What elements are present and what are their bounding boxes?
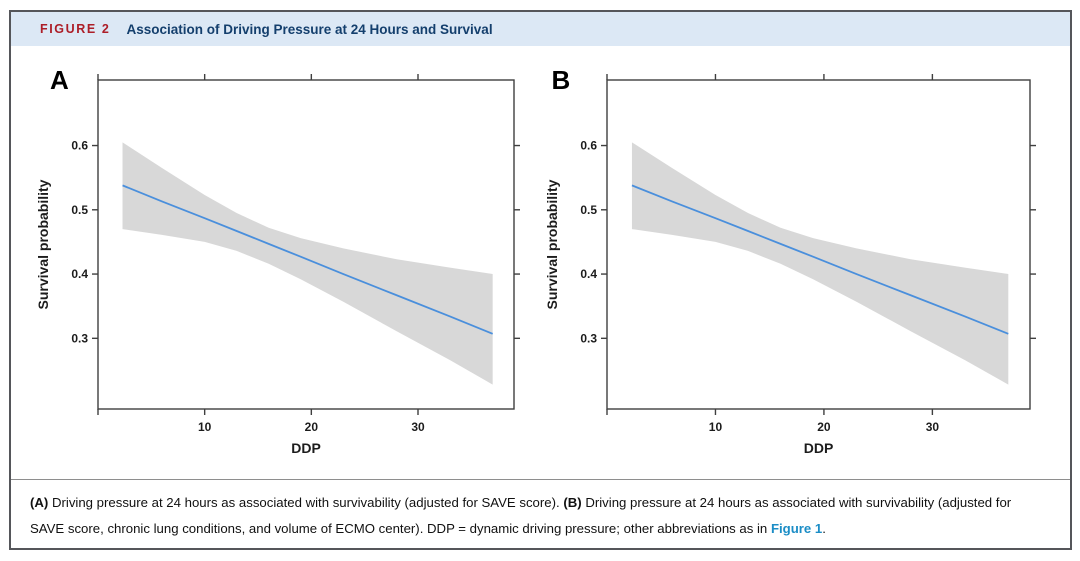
confidence-band: [122, 142, 493, 385]
plot-box: [605, 79, 1031, 410]
y-tick-label: 0.4: [71, 267, 88, 281]
plot-svg-b: 10 20 30 0.3 0.4 0.5 0.6 DDP Survival probabilit…: [544, 74, 1036, 456]
panel-b: 10 20 30 0.3 0.4 0.5 0.6 DDP Survival probabilit…: [541, 46, 1071, 479]
x-axis-label: DDP: [803, 440, 833, 456]
y-tick-label: 0.5: [580, 203, 597, 217]
caption-text: (B): [563, 495, 582, 510]
fit-line: [122, 184, 494, 335]
panel-a: 10 20 30 0.3 0.4 0.5 0.6 DDP Survival probabilit…: [11, 46, 541, 479]
y-tick-label: 0.4: [580, 267, 597, 281]
figure-panel: FIGURE 2 Association of Driving Pressure…: [9, 10, 1072, 550]
figure-header: FIGURE 2 Association of Driving Pressure…: [11, 12, 1070, 46]
y-tick-label: 0.5: [71, 203, 88, 217]
caption-divider: [11, 479, 1070, 480]
x-tick-label: 20: [817, 420, 831, 434]
y-axis-label: Survival probability: [35, 179, 51, 309]
caption-text: Driving pressure at 24 hours as associat…: [30, 495, 1012, 536]
panel-b-plot: 10 20 30 0.3 0.4 0.5 0.6 DDP Survival probabilit…: [541, 46, 1071, 479]
x-tick-label: 10: [198, 420, 212, 434]
figure-caption: (A) Driving pressure at 24 hours as asso…: [11, 480, 1070, 542]
y-tick-label: 0.3: [71, 331, 88, 345]
x-axis-label: DDP: [291, 440, 321, 456]
figure-title: Association of Driving Pressure at 24 Ho…: [126, 21, 493, 37]
panel-a-plot: 10 20 30 0.3 0.4 0.5 0.6 DDP Survival probabilit…: [11, 46, 541, 479]
axis-ticks: [600, 74, 1036, 415]
axis-ticks: [92, 74, 520, 415]
plot-svg-a: 10 20 30 0.3 0.4 0.5 0.6 DDP Survival probabilit…: [35, 74, 520, 456]
plots-row: 10 20 30 0.3 0.4 0.5 0.6 DDP Survival probabilit…: [11, 46, 1070, 479]
y-tick-label: 0.6: [71, 139, 88, 153]
figure-1-link[interactable]: Figure 1: [770, 521, 823, 536]
y-tick-label: 0.6: [580, 139, 597, 153]
caption-paragraph: (A) Driving pressure at 24 hours as asso…: [30, 490, 1048, 542]
x-tick-label: 10: [708, 420, 722, 434]
confidence-band: [631, 142, 1008, 385]
plot-box: [97, 79, 515, 410]
panel-a-letter: A: [50, 65, 69, 95]
figure-number-label: FIGURE 2: [40, 22, 111, 36]
caption-text: (A): [30, 495, 49, 510]
caption-text: Driving pressure at 24 hours as associat…: [48, 495, 564, 510]
fit-line: [631, 184, 1009, 335]
x-tick-label: 30: [925, 420, 939, 434]
x-tick-label: 30: [411, 420, 425, 434]
caption-text: .: [822, 521, 826, 536]
y-tick-label: 0.3: [580, 331, 597, 345]
y-axis-label: Survival probability: [544, 179, 560, 309]
x-tick-label: 20: [305, 420, 319, 434]
panel-b-letter: B: [551, 65, 571, 95]
